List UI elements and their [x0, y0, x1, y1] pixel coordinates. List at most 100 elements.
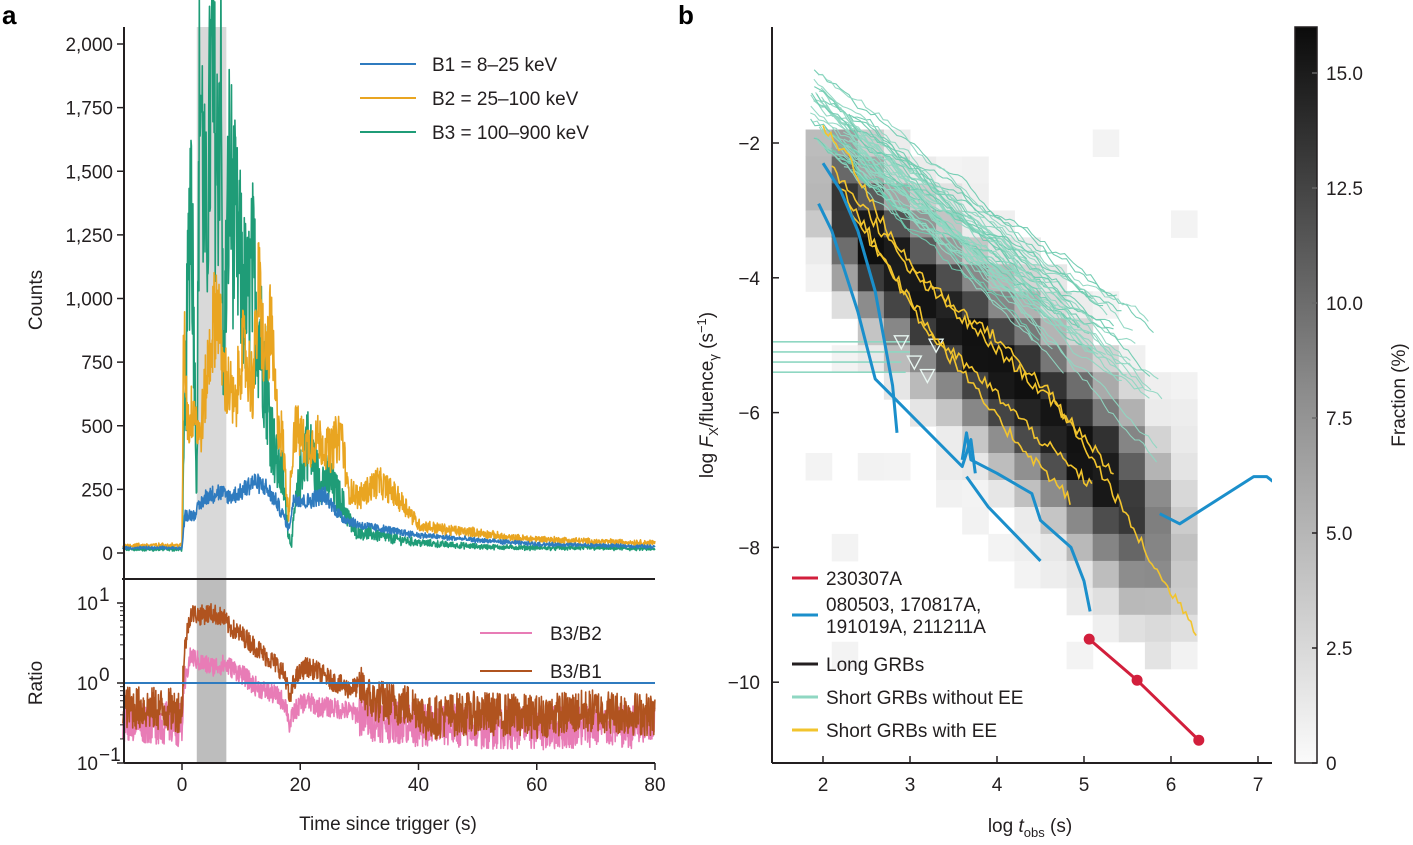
heatmap-cell	[831, 533, 859, 562]
heatmap-cell	[805, 453, 833, 481]
heatmap-cell	[1092, 129, 1120, 157]
heatmap-cell	[988, 533, 1015, 562]
colorbar-tick-label: 10.0	[1326, 294, 1363, 315]
y-tick-label: 1,250	[65, 226, 113, 247]
upper-limit-triangle	[919, 368, 936, 385]
upper-limit-triangle	[906, 355, 923, 371]
heatmap-cell	[910, 237, 937, 265]
ratio-tick-exponent: 1	[99, 585, 110, 606]
heatmap-cell	[1040, 480, 1068, 508]
x-tick-label: 60	[526, 775, 547, 796]
y-tick-label: 1,500	[65, 162, 113, 183]
heatmap-cell	[883, 453, 911, 481]
heatmap-cell	[936, 318, 963, 346]
heatmap-cell	[962, 156, 989, 184]
ratio-legend: B3/B2 B3/B1	[480, 624, 602, 683]
heatmap-cell	[910, 291, 937, 319]
heatmap-cell	[1118, 453, 1146, 481]
heatmap-cell	[1171, 210, 1198, 238]
flux-axis-title: log FX/fluenceγ (s−1)	[694, 312, 721, 478]
y-tick-label: 1,000	[65, 290, 113, 311]
heatmap-cell	[1118, 426, 1146, 454]
heatmap-cell	[1144, 507, 1172, 535]
short-grb-no-ee-curve	[852, 142, 1149, 322]
short-grb-no-ee-curve	[852, 116, 1028, 260]
y-tick-label: 750	[81, 353, 113, 374]
heatmap-cell	[1040, 345, 1068, 373]
special-grb-curve	[1159, 475, 1272, 526]
colorbar-title: Fraction (%)	[1389, 343, 1410, 446]
grb-230307a-point	[1083, 633, 1095, 645]
ratio-tick-exponent: −1	[99, 745, 121, 766]
heatmap-cell	[1014, 372, 1041, 400]
heatmap-cell	[988, 372, 1015, 400]
heatmap-cell	[1092, 399, 1120, 427]
ratio-tick-label: 10	[77, 594, 98, 615]
short-grb-no-ee-curve	[813, 69, 1093, 300]
ratio-series	[122, 603, 656, 751]
colorbar-tick-label: 15.0	[1326, 64, 1363, 85]
legend-label: 080503, 170817A,	[826, 595, 981, 616]
legend-label: B3 = 100–900 keV	[432, 123, 589, 144]
heatmap-cell	[1014, 426, 1041, 454]
heatmap-cell	[1066, 480, 1094, 508]
grb-230307a-point	[1193, 734, 1205, 746]
short-grb-ee-curve	[848, 204, 1093, 488]
heatmap-cell	[1171, 533, 1198, 562]
legend-label: B2 = 25–100 keV	[432, 89, 579, 110]
counts-series	[122, 0, 656, 552]
y-tick-label: −8	[738, 538, 760, 559]
heatmap-cell	[962, 345, 989, 373]
heatmap-cell	[805, 237, 833, 265]
short-grb-no-ee-curve	[810, 118, 1151, 377]
panel-b-flux-decay: −2 −4 −6 −8 −10 2 3 4 5 6 7 0 2.5 5.0 7.5 10.0 12.5 15.0…	[694, 26, 1410, 840]
panel-a-axes: 0 250 500 750 1,000 1,250 1,500 1,750 2,000 10 −1 1…	[65, 27, 666, 796]
heatmap-cell	[1066, 560, 1094, 589]
colorbar-tick-label: 0	[1326, 754, 1337, 775]
y-tick-label: 1,750	[65, 99, 113, 120]
heatmap-cell	[1171, 560, 1198, 589]
short-grb-ee-curve	[840, 188, 1071, 505]
short-grb-no-ee-curve	[813, 78, 1163, 400]
heatmap-cell	[1171, 480, 1198, 508]
heatmap-cell	[883, 372, 911, 400]
heatmap-cell	[831, 641, 859, 670]
short-grb-no-ee-curve	[856, 174, 1122, 312]
heatmap-cell	[1040, 507, 1068, 535]
heatmap-cell	[1092, 372, 1120, 400]
counts-line-b3	[122, 0, 656, 552]
heatmap-cell	[1040, 560, 1068, 589]
legend-label: B3/B1	[550, 662, 602, 683]
ratio-line-b3-b2	[122, 647, 656, 751]
ratio-axis-title: Ratio	[26, 661, 47, 705]
heatmap-cell	[1144, 399, 1172, 427]
legend-label: Long GRBs	[826, 655, 924, 676]
heatmap-cell	[1092, 614, 1120, 643]
heatmap-cell	[1144, 372, 1172, 400]
heatmap-cell	[1092, 507, 1120, 535]
y-tick-label: 500	[81, 417, 113, 438]
heatmap-cell	[962, 291, 989, 319]
y-tick-label: 250	[81, 480, 113, 501]
colorbar-tick-label: 12.5	[1326, 179, 1363, 200]
short-grb-no-ee-curve	[831, 126, 1024, 294]
heatmap-cell	[910, 372, 937, 400]
heatmap-cell	[1171, 641, 1198, 670]
colorbar-tick-label: 7.5	[1326, 409, 1352, 430]
y-tick-label: 0	[102, 544, 113, 565]
special-grb-curve	[821, 162, 899, 433]
x-tick-label: 2	[818, 775, 829, 796]
counts-line-b1	[122, 473, 656, 551]
heatmap-cell	[1144, 480, 1172, 508]
heatmap-cell	[1066, 507, 1094, 535]
grb-230307a-point	[1131, 674, 1143, 686]
heatmap-cell	[1014, 560, 1041, 589]
panel-a-light-curve: 0 250 500 750 1,000 1,250 1,500 1,750 2,000 10 −1 1…	[26, 0, 666, 835]
heatmap-cell	[962, 183, 989, 211]
heatmap-cell	[1092, 533, 1120, 562]
heatmap-cell	[1040, 399, 1068, 427]
y-tick-label: 2,000	[65, 35, 113, 56]
heatmap-cell	[936, 399, 963, 427]
heatmap-cell	[1171, 614, 1198, 643]
heatmap-cell	[1092, 587, 1120, 616]
